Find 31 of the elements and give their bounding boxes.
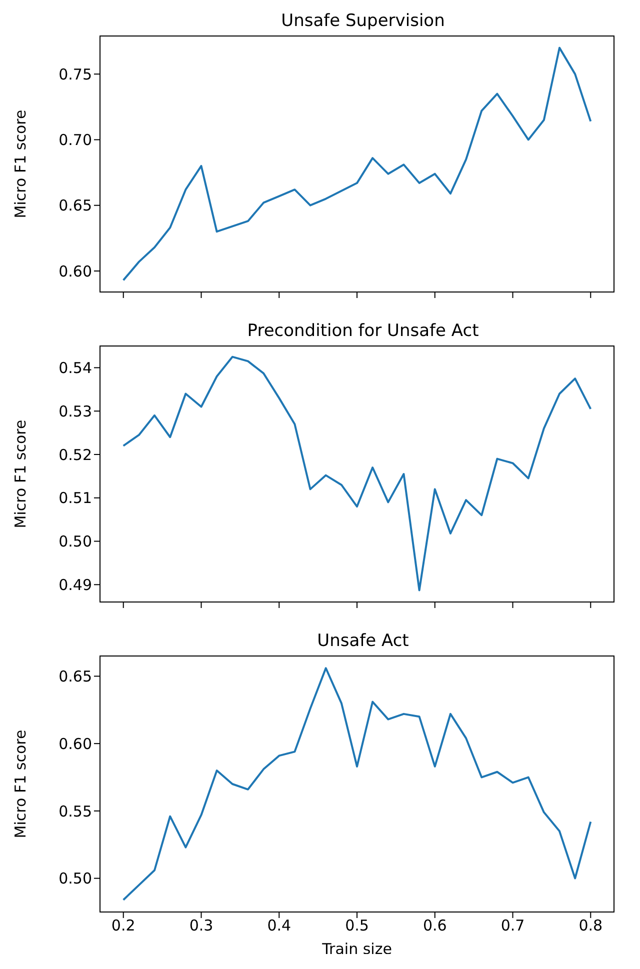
y-tick-label: 0.50 [58, 532, 92, 551]
y-axis-title: Micro F1 score [11, 730, 30, 838]
y-tick-label: 0.60 [58, 734, 92, 753]
y-tick-label: 0.65 [58, 196, 92, 215]
y-tick-label: 0.70 [58, 131, 92, 150]
y-tick-label: 0.49 [58, 576, 92, 594]
line-series [122, 46, 592, 282]
y-tick-label: 0.75 [58, 65, 92, 84]
y-tick-label: 0.65 [58, 668, 92, 686]
y-tick-label: 0.60 [58, 262, 92, 280]
y-tick-label: 0.54 [58, 359, 92, 378]
y-axis-title: Micro F1 score [11, 420, 30, 528]
line-series [122, 667, 592, 901]
y-axis-title: Micro F1 score [11, 110, 30, 218]
x-tick-label: 0.7 [500, 916, 525, 935]
line-series [122, 356, 592, 592]
chart-title: Unsafe Act [316, 630, 410, 653]
x-tick-label: 0.3 [189, 916, 214, 935]
chart-title: Precondition for Unsafe Act [246, 320, 480, 343]
chart-title: Unsafe Supervision [280, 10, 446, 33]
x-tick-label: 0.6 [422, 916, 447, 935]
y-tick-label: 0.55 [58, 802, 92, 820]
y-tick-label: 0.53 [58, 402, 92, 420]
y-tick-label: 0.52 [58, 446, 92, 464]
x-axis-title: Train size [321, 940, 392, 958]
x-tick-label: 0.4 [267, 916, 292, 935]
x-tick-label: 0.8 [578, 916, 603, 935]
y-tick-label: 0.50 [58, 870, 92, 888]
y-tick-label: 0.51 [58, 489, 92, 508]
x-tick-label: 0.5 [345, 916, 369, 935]
x-tick-label: 0.2 [111, 916, 136, 935]
